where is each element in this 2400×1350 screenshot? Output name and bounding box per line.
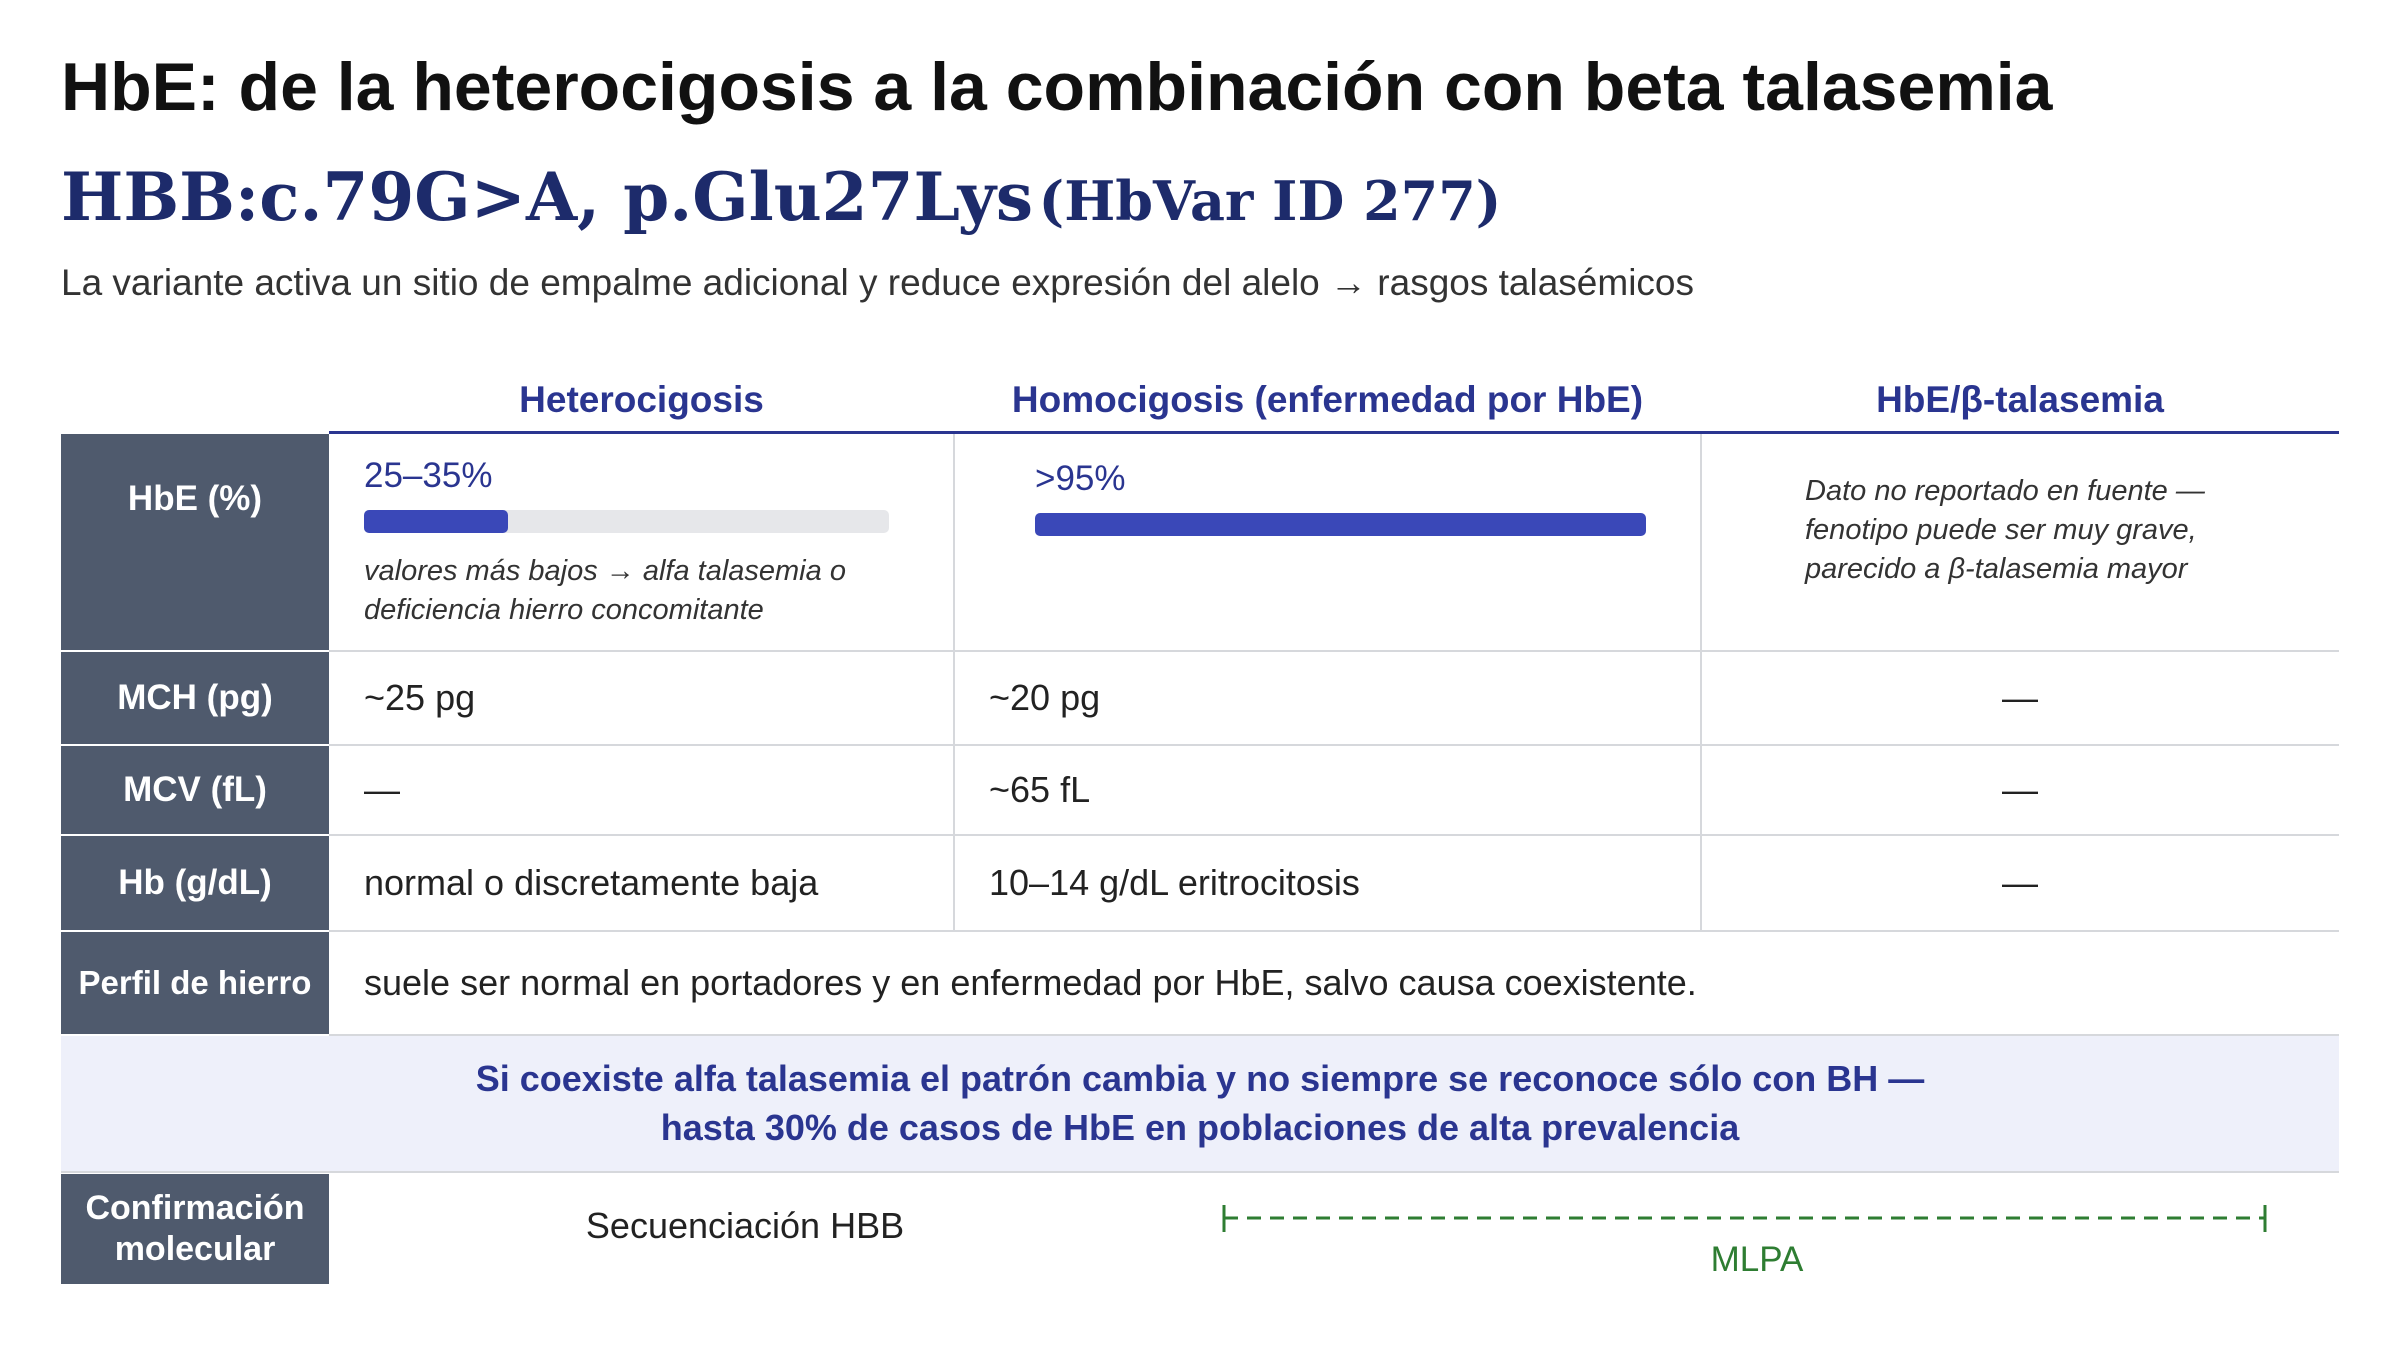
row-label: MCH (pg) xyxy=(61,652,329,746)
column-rule xyxy=(953,434,955,932)
callout-line: Si coexiste alfa talasemia el patrón cam… xyxy=(475,1057,1925,1099)
callout-line: hasta 30% de casos de HbE en poblaciones… xyxy=(660,1106,1740,1148)
hbe-value: 25–35% xyxy=(364,456,493,495)
cell: 10–14 g/dL eritrocitosis xyxy=(954,836,1701,932)
callout: Si coexiste alfa talasemia el patrón cam… xyxy=(61,1036,2339,1173)
cell: — xyxy=(1701,746,2339,836)
method: MLPA xyxy=(1710,1240,1804,1279)
row-label: Perfil de hierro xyxy=(61,932,329,1036)
header-rule xyxy=(329,431,2339,434)
variant: HBB:c.79G>A, p.Glu27Lys (HbVar ID 277) xyxy=(61,158,1501,236)
column-header: Homocigosis (enfermedad por HbE) xyxy=(1011,379,1644,420)
cell: — xyxy=(1701,836,2339,932)
variant-name: HBB:c.79G>A, p.Glu27Lys xyxy=(61,158,1034,236)
variant-id: (HbVar ID 277) xyxy=(1038,169,1502,233)
cell: suele ser normal en portadores y en enfe… xyxy=(329,932,2339,1036)
bar xyxy=(364,510,508,533)
cell: — xyxy=(329,746,954,836)
title: HbE: de la heterocigosis a la combinació… xyxy=(61,49,2053,125)
cell: normal o discretamente baja xyxy=(329,836,954,932)
row-label: MCV (fL) xyxy=(61,746,329,836)
mlpa-range xyxy=(1222,1205,2267,1232)
row-label: HbE (%) xyxy=(61,434,329,652)
column-header: Heterocigosis xyxy=(519,379,764,420)
cell-note: valores más bajos → alfa talasemia o def… xyxy=(364,555,846,627)
bar xyxy=(1035,513,1646,536)
cell-note: Dato no reportado en fuente — fenotipo p… xyxy=(1805,475,2205,586)
column-header: HbE/β-talasemia xyxy=(1876,379,2164,420)
column-rule xyxy=(1700,434,1702,932)
hbe-value: >95% xyxy=(1035,459,1126,498)
description: La variante activa un sitio de empalme a… xyxy=(61,262,1694,303)
row-rule xyxy=(329,650,2339,652)
row-label: Confirmación molecular xyxy=(61,1174,329,1286)
cell: ~20 pg xyxy=(954,652,1701,746)
cell: — xyxy=(1701,652,2339,746)
cell: ~65 fL xyxy=(954,746,1701,836)
row-label: Hb (g/dL) xyxy=(61,836,329,932)
method: Secuenciación HBB xyxy=(585,1205,905,1246)
cell: ~25 pg xyxy=(329,652,954,746)
